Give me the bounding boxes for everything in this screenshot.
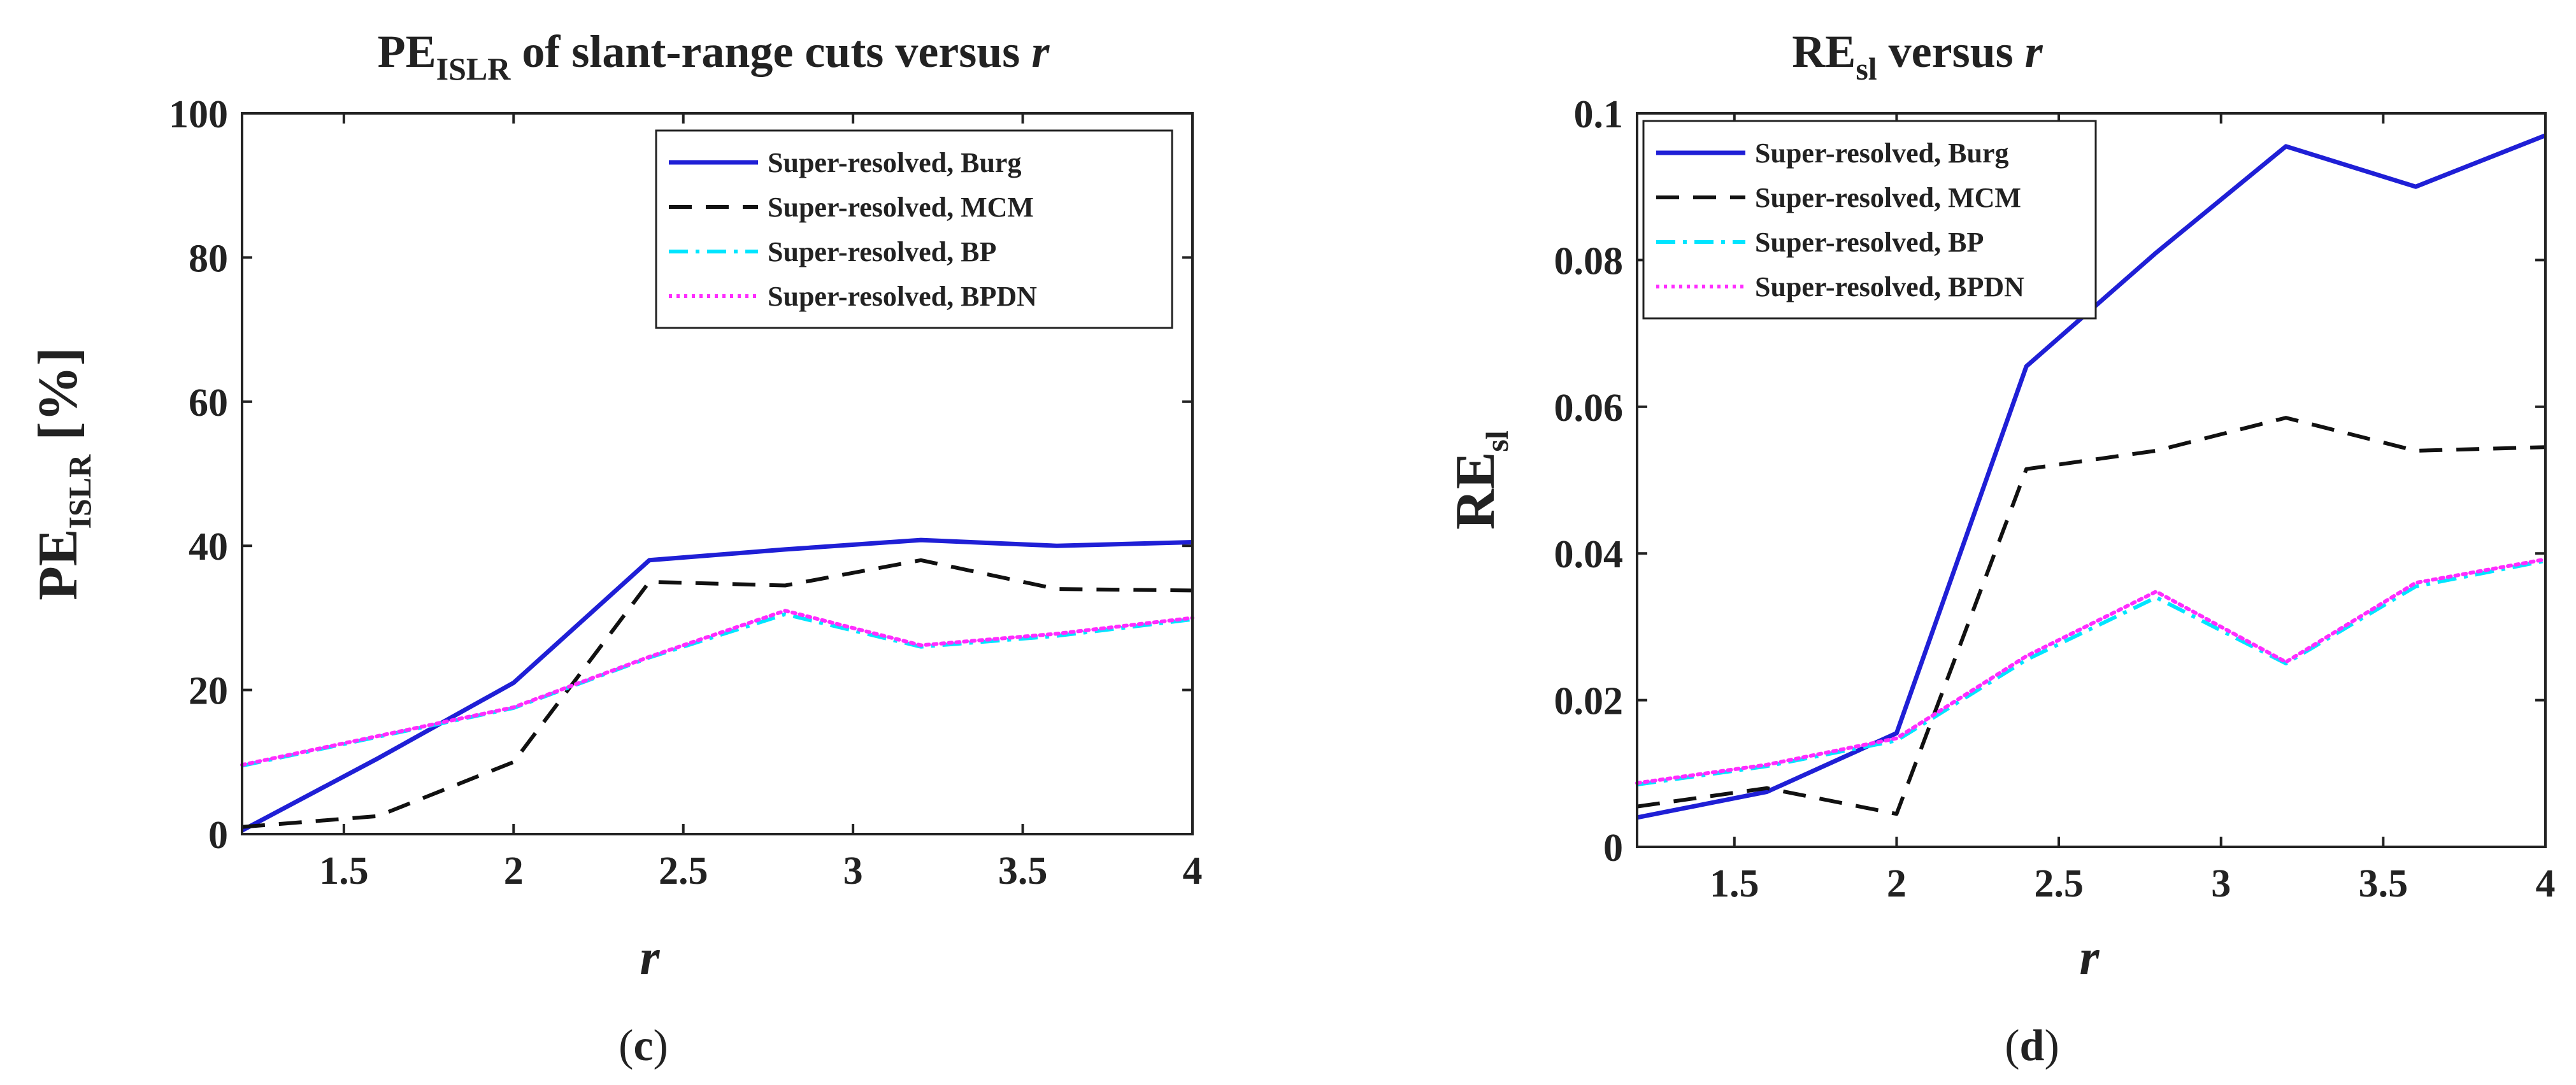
y-tick-label: 40 — [189, 525, 228, 569]
legend-label-3: Super-resolved, BP — [1755, 227, 1984, 258]
series-line-4 — [240, 609, 1194, 767]
chart-title-rest: versus — [1877, 26, 2025, 77]
chart-c: PEISLR of slant-range cuts versus r02040… — [27, 26, 1203, 1070]
x-tick-label: 4 — [2536, 862, 2556, 905]
y-axis-label-subscript: ISLR — [62, 454, 97, 529]
x-tick-label: 3 — [843, 849, 863, 893]
panel-paren-close: ) — [2044, 1021, 2059, 1070]
series-line-3 — [1636, 558, 2546, 787]
x-tick-label: 2 — [1887, 862, 1907, 905]
y-tick-label: 0.02 — [1554, 680, 1624, 723]
x-tick-label: 3.5 — [2359, 862, 2408, 905]
legend: Super-resolved, Burg Super-resolved, MCM S… — [655, 129, 1173, 329]
series-line-2 — [241, 558, 1193, 829]
y-tick-label: 100 — [169, 93, 228, 136]
chart-title: REsl versus r — [1792, 26, 2043, 87]
x-axis-label: r — [640, 930, 660, 986]
panel-paren-close: ) — [654, 1021, 668, 1070]
panel-paren-open: ( — [2005, 1021, 2019, 1070]
y-axis-label: REsl — [1445, 430, 1515, 530]
y-axis-label-subscript: sl — [1479, 430, 1515, 451]
y-axis-label: PEISLR [%] — [27, 347, 97, 600]
plot-frame — [1636, 112, 2547, 848]
y-tick-label: 0.08 — [1554, 239, 1624, 283]
series-line-2 — [1636, 416, 2546, 816]
chart-title-rest: of slant-range cuts versus — [510, 26, 1031, 77]
x-tick-label: 2.5 — [2034, 862, 2084, 905]
panel-label: (c) — [619, 1021, 668, 1070]
legend-label-2: Super-resolved, MCM — [768, 192, 1034, 223]
x-axis-label: r — [2079, 930, 2100, 986]
y-axis-label-main: PE — [27, 528, 89, 600]
y-tick-label: 0 — [1603, 826, 1623, 870]
chart-title-subscript: ISLR — [436, 51, 512, 87]
y-tick-label: 0 — [208, 814, 228, 857]
legend-label-1: Super-resolved, Burg — [768, 147, 1021, 178]
series-line-3 — [241, 612, 1193, 768]
x-tick-label: 3 — [2211, 862, 2231, 905]
legend-label-3: Super-resolved, BP — [768, 236, 996, 267]
legend-label-4: Super-resolved, BPDN — [768, 281, 1037, 312]
chart-title-variable: r — [1031, 26, 1050, 77]
panel-letter: d — [2020, 1021, 2045, 1070]
chart-title-main: RE — [1792, 26, 1856, 77]
x-tick-label: 2.5 — [659, 849, 708, 893]
x-tick-label: 1.5 — [1710, 862, 1759, 905]
y-axis-label-main: RE — [1445, 452, 1506, 530]
x-tick-label: 1.5 — [319, 849, 369, 893]
legend-label-2: Super-resolved, MCM — [1755, 182, 2021, 213]
chart-title-main: PE — [378, 26, 436, 77]
panel-letter: c — [633, 1021, 653, 1070]
chart-title-variable: r — [2025, 26, 2043, 77]
panel-paren-open: ( — [619, 1021, 633, 1070]
series-line-1 — [241, 537, 1193, 833]
x-tick-label: 3.5 — [998, 849, 1048, 893]
chart-title: PEISLR of slant-range cuts versus r — [378, 26, 1050, 87]
chart-title-subscript: sl — [1856, 51, 1877, 87]
y-tick-label: 0.1 — [1574, 93, 1624, 136]
y-tick-label: 0.04 — [1554, 533, 1624, 576]
y-tick-label: 80 — [189, 237, 228, 280]
x-tick-label: 2 — [504, 849, 524, 893]
y-axis-label-unit: [%] — [27, 347, 89, 455]
x-tick-label: 4 — [1183, 849, 1203, 893]
legend: Super-resolved, Burg Super-resolved, MCM S… — [1642, 120, 2097, 320]
legend-label-1: Super-resolved, Burg — [1755, 138, 2008, 169]
series-line-4 — [1635, 557, 2547, 785]
legend-label-4: Super-resolved, BPDN — [1755, 271, 2024, 302]
chart-d: REsl versus r00.020.040.060.080.11.5 2 2.5… — [1445, 26, 2556, 1070]
plot-frame — [241, 112, 1194, 835]
y-tick-label: 20 — [189, 670, 228, 713]
y-tick-label: 0.06 — [1554, 386, 1624, 430]
y-tick-label: 60 — [189, 381, 228, 425]
panel-label: (d) — [2005, 1021, 2059, 1070]
